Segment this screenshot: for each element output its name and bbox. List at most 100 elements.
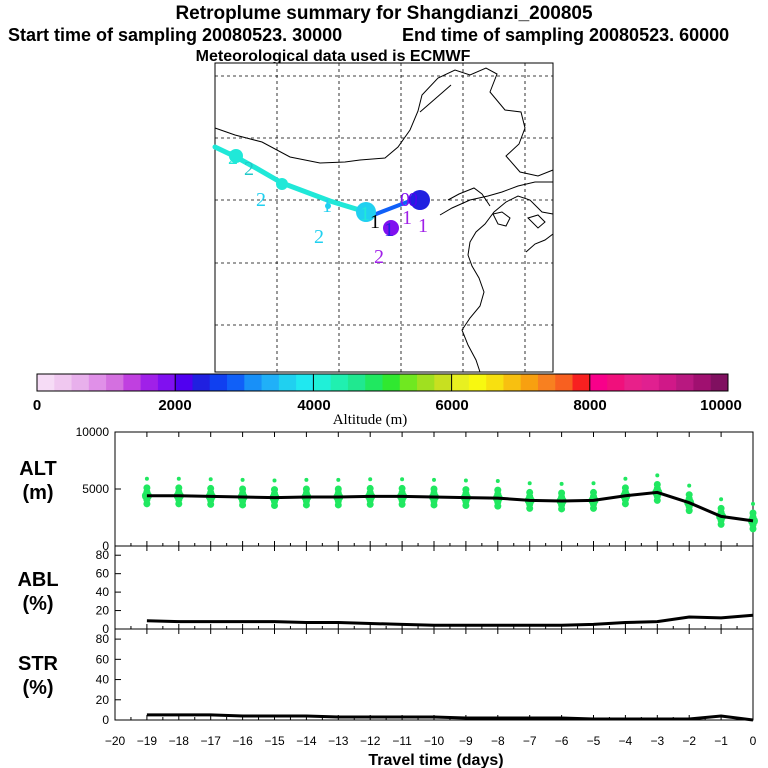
plume-label-1: 1 [370, 211, 380, 233]
colorbar-cell [641, 374, 660, 391]
x-tick-label: −16 [232, 734, 253, 748]
x-axis-tick-labels: −20 −19 −18 −17 −16 −15 −14 −13 −12 −11 −10 −9 −8 −7−… [105, 734, 757, 748]
colorbar-cell [88, 374, 107, 391]
alt-scatter-point [176, 476, 181, 481]
plume-marker [356, 202, 376, 222]
x-tick-label: −17 [201, 734, 222, 748]
colorbar-cell [175, 374, 193, 391]
colorbar-frame [36, 373, 729, 392]
abl-ytick-label: 60 [96, 567, 110, 581]
alt-yunit: (m) [22, 482, 53, 504]
alt-scatter-point [751, 501, 755, 506]
x-tick-label: −9 [459, 734, 473, 748]
colorbar-cell [589, 374, 608, 391]
plume-marker [325, 203, 331, 209]
abl-panel: 0 20 40 60 80 ABL (%) [17, 545, 754, 636]
str-ytick-label: 0 [102, 713, 109, 727]
plume-label-2: 2 [314, 226, 324, 248]
alt-scatter-point [240, 477, 245, 482]
colorbar-cell [693, 374, 712, 391]
map-coastlines [214, 67, 554, 373]
trajectory-map: 2 2 2 2 2 1 1 1 1 1 1 0 0 0 [212, 62, 554, 373]
plume-label-1: 1 [384, 219, 394, 241]
alt-ytick-label: 5000 [82, 482, 109, 496]
colorbar-tick-label: 2000 [158, 397, 191, 414]
alt-scatter-point [304, 477, 309, 482]
colorbar-cell [503, 374, 522, 391]
alt-scatter-point [462, 486, 470, 494]
colorbar-tick-label: 8000 [573, 397, 606, 414]
str-panel: 0 20 40 60 80 STR (%) [18, 628, 754, 727]
colorbar-cell [71, 374, 90, 391]
alt-scatter-point [271, 486, 278, 494]
alt-scatter-point [336, 477, 341, 482]
alt-scatter-point [623, 476, 628, 481]
colorbar-cell [537, 374, 556, 391]
alt-scatter-point [432, 477, 436, 482]
alt-scatter-point [368, 477, 373, 482]
colorbar-tick-label: 6000 [435, 397, 468, 414]
colorbar-cell [37, 374, 55, 391]
colorbar-cell [157, 374, 176, 391]
alt-scatter-point [398, 484, 406, 492]
colorbar-cell [486, 374, 504, 391]
x-tick-label: −12 [360, 734, 381, 748]
str-panel-frame [114, 628, 754, 721]
colorbar-cells [37, 374, 729, 391]
colorbar-cell [607, 374, 625, 391]
plume-marker [229, 149, 243, 163]
colorbar-cell [417, 374, 435, 391]
colorbar-cell [658, 374, 677, 391]
abl-ytick-label: 20 [96, 604, 110, 618]
x-tick-label: −4 [619, 734, 633, 748]
alt-scatter-point [621, 484, 629, 492]
altitude-colorbar: 0 2000 4000 6000 8000 10000 Altitude (m) [33, 373, 742, 428]
colorbar-cell [192, 374, 211, 391]
plume-label-0: 0 [400, 189, 410, 211]
colorbar-cell [209, 374, 228, 391]
x-tick-label: −11 [392, 734, 412, 748]
alt-scatter-point [430, 485, 438, 493]
colorbar-cell [520, 374, 539, 391]
alt-scatter-point [749, 509, 757, 517]
alt-panel: 0 5000 10000 ALT (m) [19, 425, 758, 553]
colorbar-cell [624, 374, 643, 391]
x-tick-label: −7 [523, 734, 537, 748]
plume-label-2: 2 [228, 147, 238, 169]
colorbar-cell [365, 374, 383, 391]
abl-panel-frame [114, 545, 754, 630]
str-ytick-label: 80 [96, 632, 110, 646]
alt-scatter-point [591, 481, 596, 486]
alt-scatter-point [144, 476, 149, 481]
alt-scatter-point [400, 477, 405, 482]
str-ytick-label: 20 [96, 693, 110, 707]
x-tick-label: −14 [296, 734, 317, 748]
x-tick-label: −2 [682, 734, 696, 748]
plume-label-0: 0 [408, 189, 418, 211]
alt-scatter-point [655, 473, 660, 478]
plume-label-1: 1 [402, 207, 412, 229]
colorbar-cell [261, 374, 280, 391]
end-time-label: End time of sampling 20080523. 60000 [402, 25, 729, 45]
x-tick-label: −15 [264, 734, 285, 748]
colorbar-cell [676, 374, 694, 391]
x-tick-label: −18 [169, 734, 190, 748]
start-time-label: Start time of sampling 20080523. 30000 [8, 25, 342, 45]
alt-scatter-point [272, 478, 277, 483]
colorbar-cell [123, 374, 142, 391]
x-tick-label: −5 [587, 734, 601, 748]
str-ytick-label: 40 [96, 673, 110, 687]
colorbar-tick-label: 10000 [700, 397, 742, 414]
x-tick-label: −20 [105, 734, 126, 748]
trajectory-markers [229, 149, 430, 236]
alt-ytick-label: 10000 [76, 425, 110, 439]
x-axis-label: Travel time (days) [368, 752, 503, 768]
colorbar-cell [244, 374, 263, 391]
plume-marker [276, 178, 288, 190]
colorbar-cell [572, 374, 591, 391]
colorbar-tick-label: 4000 [297, 397, 330, 414]
abl-ytick-label: 0 [102, 622, 109, 636]
str-ytick-label: 60 [96, 652, 110, 666]
colorbar-cell [296, 374, 314, 391]
alt-scatter-point [239, 485, 247, 493]
